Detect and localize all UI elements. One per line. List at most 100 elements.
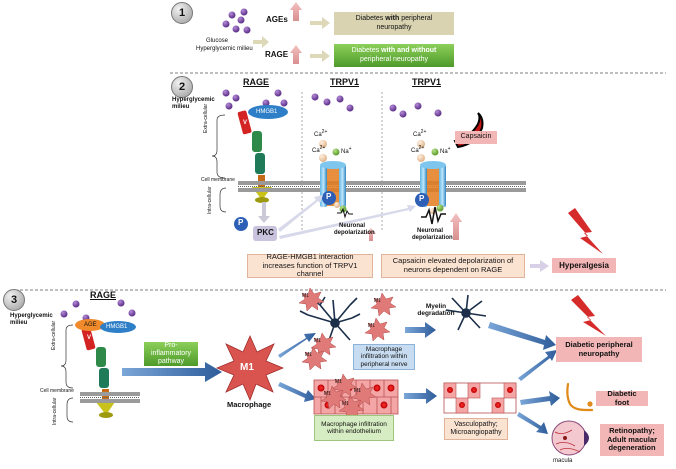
panel1-up-arrow-rage (290, 45, 302, 64)
panel2-up-arrow-2 (450, 213, 462, 240)
panel1-rage-box-text-bold: with and without (381, 47, 437, 55)
panel2-cell-membrane (238, 181, 526, 192)
ca-sup: 2+ (418, 145, 425, 151)
eye-retina-icon (551, 420, 589, 456)
panel1-milieu-label: Hyperglycemic milieu (196, 46, 253, 52)
panel1-number-badge: 1 (171, 2, 193, 24)
panel3-m1-stars-nerve (298, 287, 397, 371)
panel3-intracellular-brace (66, 397, 74, 423)
panel2-p-circle-trpv1 (322, 191, 336, 205)
panel2-trpv1-title-1: TRPV1 (330, 77, 360, 87)
panel3-hmgb1-shape (100, 321, 136, 333)
endothelium-infiltration-box: Macrophage infiltration within endotheli… (314, 415, 394, 441)
panel2-depol-label-1: Neuronal depolarization (334, 223, 375, 236)
ca-text: Ca (413, 132, 421, 138)
na-text: Na (341, 149, 349, 155)
panel2-number-badge: 2 (171, 76, 193, 98)
panel3-number-badge: 3 (3, 289, 25, 311)
macula-label: macula (553, 458, 573, 464)
panel1-ages-box-text-post: peripheral neuropathy (376, 15, 433, 31)
panel1-ages-outcome-box: Diabetes with peripheral neuropathy (334, 12, 454, 35)
panel2-na-label-2: Na+ (440, 146, 451, 156)
panel3-arrow-to-macrophage (122, 362, 222, 382)
panel2-trpv1-channel-2 (420, 161, 446, 207)
panel2-intracellular-brace (219, 187, 227, 213)
nerve-infiltration-box: Macrophage infiltration within periphera… (353, 344, 415, 370)
panel2-rage-title: RAGE (243, 77, 270, 87)
neuron-right-icon (445, 294, 487, 331)
m1-label: M1 (354, 388, 361, 394)
panel2-cell-membrane-label: Cell membrane (201, 177, 235, 183)
m1-label: M1 (302, 293, 309, 299)
panel1-ages-box-text-bold: with (385, 15, 400, 23)
m1-label: M1 (374, 298, 381, 304)
capsaicin-label-box: Capsaicin (455, 131, 497, 144)
m1-label: M1 (305, 352, 312, 358)
neuropathy-bolt-icon (571, 295, 606, 336)
panel2-arrow-to-hyperalgesia (530, 260, 549, 272)
panel2-ca-label-1: Ca2+ (314, 129, 327, 139)
m1-label: M1 (368, 323, 375, 329)
panel2-rage-hmgb1-box: RAGE-HMGB1 interaction increases functio… (247, 252, 373, 278)
pro-inflammatory-box: Pro-inflammatory pathway (144, 342, 198, 366)
panel1-rage-box-text-post: peripheral neuropathy (359, 55, 429, 63)
ca-sup: 2+ (319, 145, 326, 151)
panel3-arrow-to-dpn (488, 322, 556, 350)
panel2-ca-label-4: Ca2+ (411, 145, 425, 155)
panel3-cell-membrane (80, 392, 140, 403)
panel3-arrow-to-endothelium (278, 382, 316, 402)
panel2-arrow-pkc-to-trpv1 (278, 195, 323, 232)
m1-label: M1 (314, 338, 321, 344)
panel1-rage-label: RAGE (265, 50, 289, 59)
panel2-depol-wave-2 (421, 206, 446, 225)
panel2-trpv1-title-2: TRPV1 (412, 77, 442, 87)
na-text: Na (440, 149, 448, 155)
panel1-up-arrow-ages (290, 2, 302, 21)
panel2-p-label-trpv1: P (326, 192, 332, 201)
panel2-pkc-box (253, 226, 277, 241)
panel3-extracellular-label: Extra-cellular (51, 320, 57, 350)
macrophage-label: Macrophage (227, 400, 272, 409)
panel3-arrow-to-nerve (278, 333, 316, 358)
panel3-hmgb1-label: HMGB1 (106, 324, 128, 330)
panel2-p-circle-trpv1-2 (415, 193, 429, 207)
panel2-p-circle-rage (234, 217, 248, 231)
panel1-ages-label: AGEs (266, 15, 288, 24)
panel1-ages-box-text-pre: Diabetes (355, 15, 386, 23)
panel1-rage-outcome-box: Diabetes with and without peripheral neu… (334, 44, 454, 67)
panel3-arrow-myelin (405, 322, 436, 338)
panel2-hmgb1-shape (248, 105, 288, 119)
panel2-arrow-to-pkc (258, 202, 270, 223)
panel1-glucose-molecules (222, 8, 251, 34)
hyperalgesia-box: Hyperalgesia (552, 258, 616, 273)
panel2-ions (319, 140, 444, 214)
panel1-arrow-right (253, 36, 269, 48)
panel3-arrow-vessel-to-dpn (518, 350, 557, 381)
panel2-ca-label-2: Ca2+ (312, 145, 326, 155)
m1-label: M1 (342, 401, 349, 407)
panel3-arrow-to-foot (520, 391, 560, 406)
panel2-extracellular-label: Extra-cellular (203, 103, 209, 133)
panel3-glucose-molecules (60, 299, 136, 322)
macrophage-m1-label: M1 (240, 362, 254, 373)
retinopathy-box: Retinopathy; Adult macular degeneration (600, 424, 664, 456)
panel2-glucose-molecules (222, 89, 442, 118)
macrophage-m1-star-icon (215, 335, 285, 402)
panel2-extracellular-brace (211, 114, 226, 179)
m1-label: M1 (324, 391, 331, 397)
panel3-age-label: AGE (84, 322, 97, 328)
panel2-ca-label-3: Ca2+ (413, 129, 426, 139)
diabetic-foot-box: Diabetic foot (596, 389, 648, 406)
panel3-m1-stars-endothelium (320, 373, 377, 420)
panel3-arrow-to-vasculopathy (404, 388, 437, 404)
m1-label: M1 (335, 379, 342, 385)
ca-text: Ca (314, 132, 322, 138)
myelin-degradation-label: Myelin degradation (417, 303, 455, 318)
panel3-cell-membrane-label: Cell membrane (40, 388, 74, 394)
na-sup: + (348, 146, 352, 152)
panel2-hmgb1-label: HMGB1 (256, 109, 278, 115)
ca-text: Ca (411, 148, 419, 154)
panel1-arrow-rage (310, 50, 330, 62)
